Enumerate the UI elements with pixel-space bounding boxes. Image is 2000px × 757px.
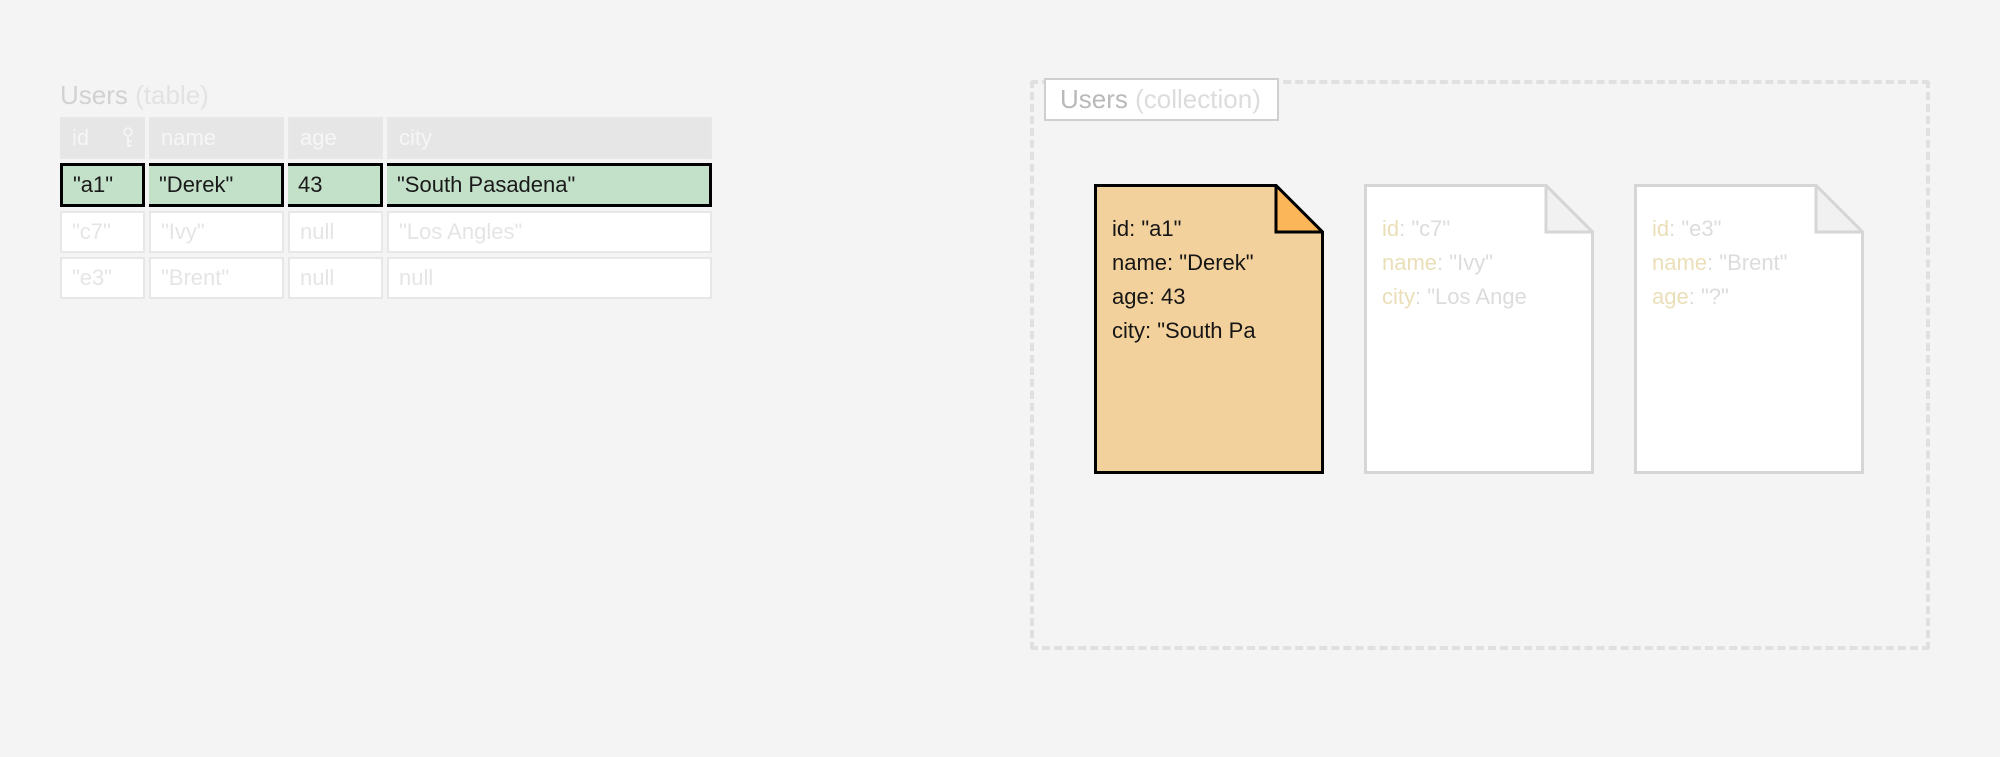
document-card: id: "c7" name: "Ivy" city: "Los Ange [1364, 184, 1594, 474]
table-cell: "Derek" [149, 163, 284, 207]
col-header-label: id [72, 125, 89, 150]
col-header-id: id [60, 117, 145, 159]
document-card: id: "e3" name: "Brent" age: "?" [1634, 184, 1864, 474]
table-cell: "e3" [60, 257, 145, 299]
table-cell: null [288, 257, 383, 299]
collection-title-paren: (collection) [1135, 84, 1261, 114]
document-body: id: "a1" name: "Derek" age: 43 city: "So… [1094, 184, 1324, 474]
doc-field: city: "Los Ange [1382, 280, 1580, 314]
doc-field: id: "c7" [1382, 212, 1580, 246]
doc-field: name: "Brent" [1652, 246, 1850, 280]
table-cell: 43 [288, 163, 383, 207]
users-collection: Users (collection) id: "a1" name: "Derek… [1030, 80, 1930, 650]
doc-field: id: "e3" [1652, 212, 1850, 246]
collection-title-main: Users [1060, 84, 1128, 114]
collection-title: Users (collection) [1044, 78, 1279, 121]
doc-field: id: "a1" [1112, 212, 1310, 246]
table-title-main: Users [60, 80, 128, 110]
table-cell: "c7" [60, 211, 145, 253]
primary-key-icon [121, 127, 135, 149]
document-body: id: "e3" name: "Brent" age: "?" [1634, 184, 1864, 474]
doc-field: name: "Derek" [1112, 246, 1310, 280]
documents-row: id: "a1" name: "Derek" age: 43 city: "So… [1094, 184, 1864, 474]
col-header-city: city [387, 117, 712, 159]
table-cell: "South Pasadena" [387, 163, 712, 207]
table-cell: "a1" [60, 163, 145, 207]
col-header-age: age [288, 117, 383, 159]
table-cell: null [288, 211, 383, 253]
table-title-paren: (table) [135, 80, 209, 110]
doc-field: age: "?" [1652, 280, 1850, 314]
table-grid: id name age city "a1" "Derek" 43 "South … [60, 117, 705, 299]
doc-field: city: "South Pa [1112, 314, 1310, 348]
document-card: id: "a1" name: "Derek" age: 43 city: "So… [1094, 184, 1324, 474]
document-body: id: "c7" name: "Ivy" city: "Los Ange [1364, 184, 1594, 474]
table-cell: "Los Angles" [387, 211, 712, 253]
table-cell: "Brent" [149, 257, 284, 299]
diagram-stage: Users (table) id name age city "a1" "Der… [0, 0, 2000, 757]
table-title: Users (table) [60, 80, 705, 111]
doc-field: age: 43 [1112, 280, 1310, 314]
users-table: Users (table) id name age city "a1" "Der… [60, 80, 705, 299]
doc-field: name: "Ivy" [1382, 246, 1580, 280]
col-header-name: name [149, 117, 284, 159]
table-cell: null [387, 257, 712, 299]
table-cell: "Ivy" [149, 211, 284, 253]
